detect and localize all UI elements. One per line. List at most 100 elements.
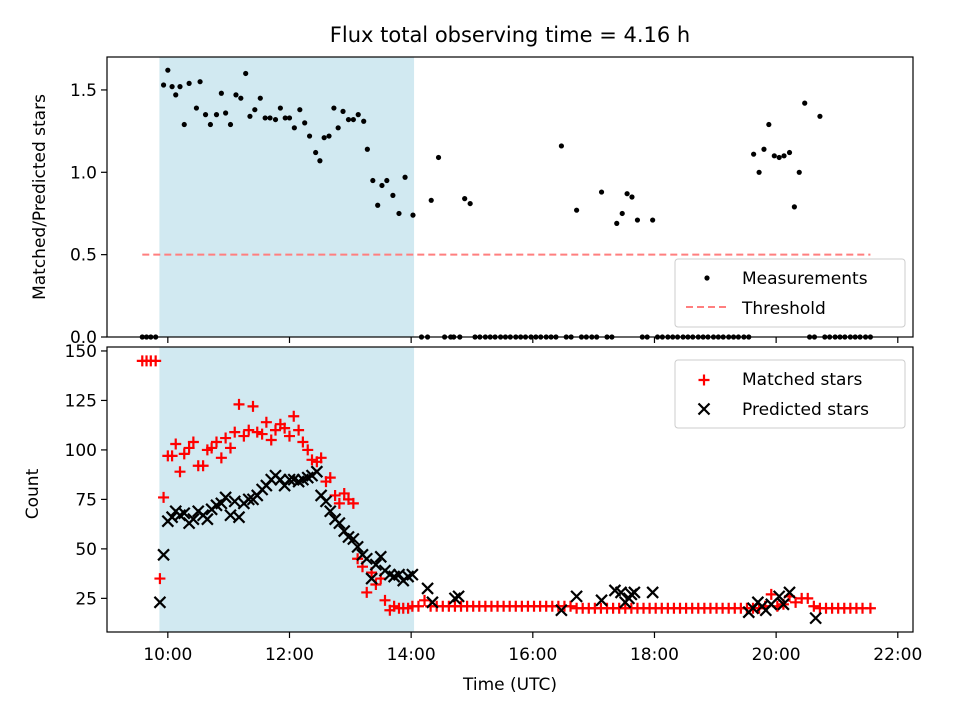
matched-point <box>243 424 255 436</box>
predicted-point <box>219 491 232 504</box>
measurement-point <box>252 107 258 113</box>
measurement-point <box>428 197 434 203</box>
measurement-point <box>345 116 352 123</box>
measurement-point <box>340 108 346 114</box>
measurement-point <box>186 80 192 86</box>
matched-point <box>864 602 876 614</box>
matched-point <box>170 438 182 450</box>
predicted-point <box>570 590 583 603</box>
measurement-point <box>817 113 823 119</box>
ratio-legend-box <box>674 258 906 328</box>
predicted-point <box>646 586 659 599</box>
measurement-point <box>619 210 625 217</box>
measurement-point <box>350 116 356 123</box>
matched-point <box>224 442 236 454</box>
count-x-tick-label: 20:00 <box>752 645 801 665</box>
measurement-point <box>267 115 273 121</box>
measurement-point <box>272 116 279 123</box>
measurement-point <box>355 112 361 118</box>
predicted-point <box>153 596 167 609</box>
count-y-tick-label: 50 <box>75 540 97 560</box>
matched-point <box>206 442 218 454</box>
measurement-point <box>313 149 319 156</box>
predicted-point <box>392 568 406 581</box>
threshold-legend-label: Threshold <box>741 299 826 319</box>
matched-point <box>388 600 400 612</box>
predicted-point <box>374 550 388 564</box>
predicted-point <box>421 582 434 595</box>
measurement-point <box>262 115 268 121</box>
matched-point <box>370 579 382 590</box>
measurement-point <box>435 154 442 161</box>
count-panel-frame <box>106 346 914 633</box>
matched-point <box>802 592 814 604</box>
predicted-point <box>215 497 228 510</box>
measurement-point <box>306 133 313 139</box>
ratio-y-tick-label: 0.5 <box>70 246 97 266</box>
measurement-point <box>802 100 808 106</box>
measurement-point <box>410 212 416 218</box>
count-y-tick-label: 100 <box>65 441 97 461</box>
measurement-point <box>335 125 341 131</box>
measurement-point <box>634 217 641 223</box>
matched-point <box>419 594 431 606</box>
count-y-tick-label: 150 <box>65 342 97 362</box>
predicted-point <box>628 586 641 599</box>
measurement-point <box>223 110 229 116</box>
matched-point <box>288 410 300 422</box>
predicted-point <box>809 611 822 625</box>
predicted-point <box>242 493 256 506</box>
predicted-point <box>772 590 786 603</box>
measurement-point <box>614 220 620 226</box>
measurement-point <box>402 174 408 180</box>
measurement-point <box>574 207 580 213</box>
measurement-point <box>302 120 308 126</box>
matched-point <box>808 600 820 612</box>
measurement-point <box>197 79 203 85</box>
ratio-shaded-interval <box>159 56 415 338</box>
count-panel: 25 50 75 100 125 150 10:00 12:00 14:00 16:00 18:0… <box>23 342 922 695</box>
count-legend-box <box>674 359 906 429</box>
count-x-tick-label: 14:00 <box>387 645 436 665</box>
measurement-point <box>257 95 263 101</box>
measurement-point <box>173 92 179 98</box>
measurement-point <box>467 200 473 207</box>
measurement-point <box>177 84 183 90</box>
measurement-point <box>361 118 367 124</box>
measurement-point <box>160 82 167 88</box>
predicted-point <box>777 598 790 611</box>
measurement-point <box>390 192 396 198</box>
measurement-point <box>756 169 762 175</box>
predicted-point <box>448 592 462 605</box>
matched-point <box>150 355 162 367</box>
count-x-tick-label: 12:00 <box>265 645 314 665</box>
measurement-point <box>243 70 249 77</box>
measurement-point <box>165 67 171 73</box>
measurement-point <box>213 112 220 118</box>
count-marks <box>136 355 876 625</box>
matched-point <box>302 444 314 456</box>
predicted-point <box>310 465 324 478</box>
predicted-legend-marker <box>697 402 711 416</box>
matched-point <box>283 430 295 442</box>
count-legend: Matched stars Predicted stars <box>674 359 906 429</box>
predicted-point <box>347 532 360 546</box>
predicted-point <box>555 603 568 617</box>
measurement-point <box>286 115 293 121</box>
count-y-ticks: 25 50 75 100 125 150 <box>65 342 107 609</box>
predicted-point <box>187 512 200 526</box>
count-x-tick-label: 18:00 <box>630 645 679 665</box>
measurement-point <box>193 105 200 111</box>
matched-point <box>178 448 190 460</box>
measurement-point <box>282 115 288 121</box>
matched-point <box>256 428 268 440</box>
matched-point <box>247 400 259 412</box>
measurement-point <box>317 158 323 164</box>
measurement-point <box>277 105 283 111</box>
predicted-point <box>177 506 191 520</box>
matched-point <box>197 460 209 472</box>
matched-point <box>251 426 263 438</box>
ratio-y-ticks: 0.0 0.5 1.0 1.5 <box>70 81 107 348</box>
measurement-point <box>781 153 787 159</box>
measurement-point <box>326 133 332 139</box>
